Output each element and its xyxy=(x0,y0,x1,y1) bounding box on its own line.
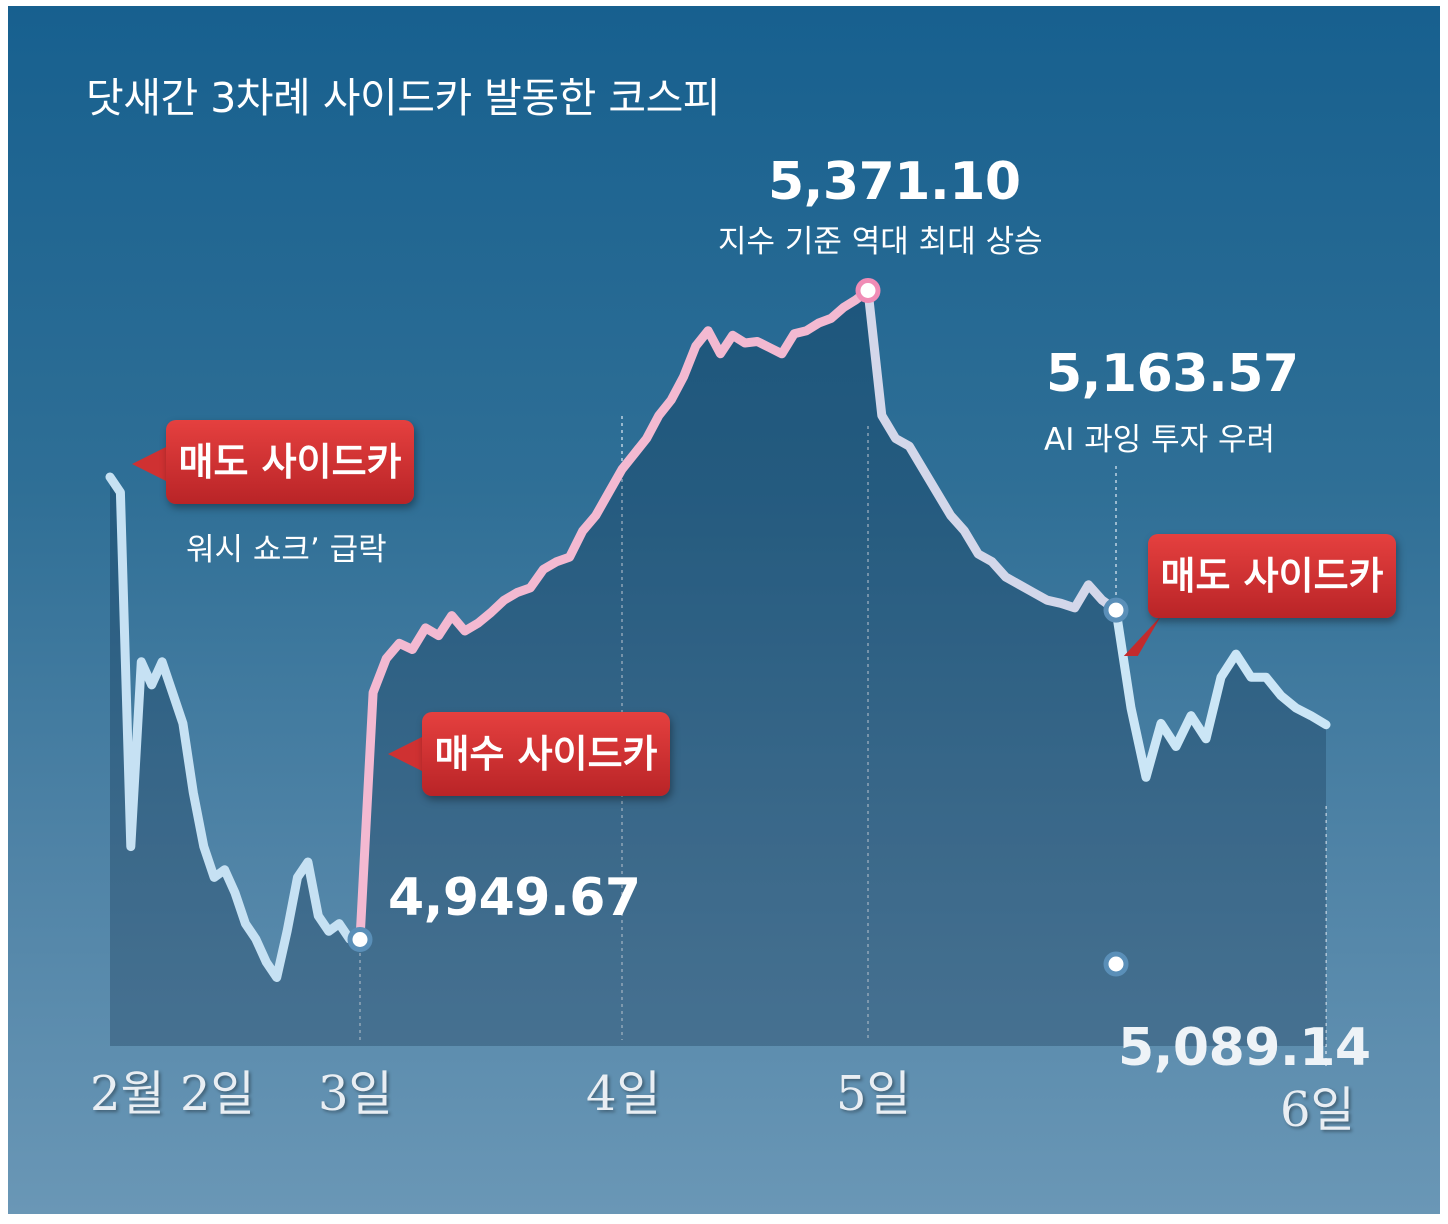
x-label-feb-2: 2월 2일 xyxy=(90,1066,255,1122)
chart-panel: 닷새간 3차례 사이드카 발동한 코스피 5,371.10 지수 기준 역대 최… xyxy=(8,6,1440,1214)
callout-buy-pointer xyxy=(388,736,424,772)
series-area-shadow xyxy=(110,290,1326,1046)
peak-note: 지수 기준 역대 최대 상승 xyxy=(718,224,1043,260)
x-label-day-3: 3일 xyxy=(318,1066,393,1122)
mid-value-label: 5,163.57 xyxy=(1046,344,1299,404)
kospi-line-chart xyxy=(105,278,1331,1066)
mid-note: AI 과잉 투자 우려 xyxy=(1044,422,1276,458)
callout-buy-sidecar: 매수 사이드카 xyxy=(422,712,670,796)
point-marker-2 xyxy=(855,278,881,304)
callout-sell-sidecar-1: 매도 사이드카 xyxy=(166,420,414,504)
series-line-segment-1 xyxy=(105,472,365,982)
series-line-segment-2 xyxy=(355,286,873,944)
callout-sell-sidecar-2: 매도 사이드카 xyxy=(1148,534,1396,618)
peak-value-label: 5,371.10 xyxy=(768,152,1021,212)
x-label-day-6: 6일 xyxy=(1280,1082,1355,1138)
series-line-segment-3 xyxy=(863,286,1121,615)
point-marker-4 xyxy=(1103,951,1129,977)
series-line-segment-4 xyxy=(1111,605,1331,782)
callout-sell-1-pointer xyxy=(132,446,168,482)
low-value-label: 4,949.67 xyxy=(388,868,641,928)
callout-sell-1-note: 워시 쇼크’ 급락 xyxy=(186,532,387,568)
end-value-label: 5,089.14 xyxy=(1118,1018,1371,1078)
x-label-day-4: 4일 xyxy=(586,1066,661,1122)
x-label-day-5: 5일 xyxy=(836,1066,911,1122)
chart-title: 닷새간 3차례 사이드카 발동한 코스피 xyxy=(86,74,721,122)
point-marker-3 xyxy=(1103,597,1129,623)
point-marker-1 xyxy=(347,927,373,953)
